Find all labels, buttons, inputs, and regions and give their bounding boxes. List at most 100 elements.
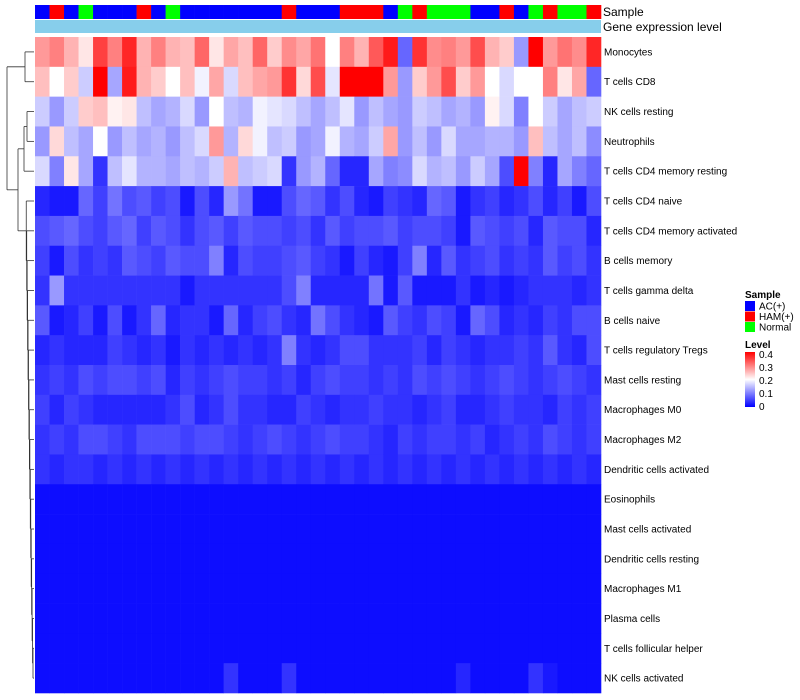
heatmap-cell: [513, 245, 529, 276]
heatmap-cell: [528, 424, 544, 455]
heatmap-cell: [571, 633, 587, 664]
heatmap-cell: [383, 215, 399, 247]
heatmap-cell: [238, 514, 253, 545]
heatmap-cell: [209, 633, 224, 664]
heatmap-cell: [35, 543, 50, 575]
heatmap-cell: [107, 335, 123, 366]
heatmap-cell: [136, 156, 152, 187]
heatmap-cell: [209, 245, 224, 276]
heatmap-cell: [252, 245, 268, 276]
heatmap-cell: [368, 275, 384, 306]
heatmap-cell: [180, 484, 195, 515]
heatmap-cell: [441, 484, 457, 515]
heatmap-cell: [49, 186, 65, 217]
heatmap-cell: [165, 96, 181, 127]
heatmap-cell: [426, 186, 442, 217]
heatmap-cell: [93, 156, 108, 187]
heatmap-cell: [571, 156, 587, 187]
heatmap-cell: [107, 66, 123, 97]
heatmap-cell: [528, 573, 544, 604]
heatmap-cell: [368, 335, 384, 366]
row-label: T cells regulatory Tregs: [604, 346, 708, 357]
level-tick-label: 0.1: [759, 389, 773, 400]
heatmap-cell: [223, 603, 239, 634]
heatmap-cell: [383, 365, 399, 396]
sample-annotation-cell: [339, 5, 355, 19]
heatmap-cell: [383, 275, 399, 306]
heatmap-cell: [571, 37, 587, 68]
heatmap-cell: [238, 394, 253, 425]
row-label: Mast cells activated: [604, 525, 691, 536]
heatmap-cell: [426, 663, 442, 694]
heatmap-cell: [209, 603, 224, 634]
expression-annotation-bar: [35, 20, 601, 33]
heatmap-cell: [107, 424, 123, 455]
heatmap-cell: [209, 484, 224, 515]
heatmap-cell: [455, 335, 471, 366]
heatmap-cell: [325, 633, 341, 664]
heatmap-cell: [93, 484, 108, 515]
heatmap-cell: [397, 305, 413, 336]
heatmap-cell: [136, 305, 152, 336]
heatmap-cell: [426, 424, 442, 455]
heatmap-cell: [180, 573, 195, 604]
heatmap-cell: [397, 126, 413, 157]
heatmap-cell: [484, 186, 500, 217]
heatmap-cell: [64, 66, 79, 97]
heatmap-cell: [310, 156, 326, 187]
heatmap-cell: [484, 215, 500, 247]
heatmap-cell: [426, 275, 442, 306]
heatmap-cell: [441, 305, 457, 336]
heatmap-cell: [165, 454, 181, 485]
heatmap-cell: [107, 186, 123, 217]
heatmap-cell: [499, 394, 515, 425]
heatmap-cell: [571, 603, 587, 634]
heatmap-cell: [325, 305, 341, 336]
heatmap-cell: [325, 454, 341, 485]
heatmap-cell: [209, 37, 224, 68]
level-ticks: 0.4 0.3 0.2 0.1 0: [759, 350, 773, 413]
heatmap-cell: [586, 156, 602, 187]
heatmap-cell: [78, 275, 94, 306]
heatmap-cell: [209, 424, 224, 455]
heatmap-cell: [223, 514, 239, 545]
heatmap-cell: [499, 424, 515, 455]
heatmap-cell: [513, 394, 529, 425]
row-label: T cells CD8: [604, 77, 656, 88]
heatmap-cell: [383, 573, 399, 604]
heatmap-cell: [238, 484, 253, 515]
heatmap-cell: [238, 96, 253, 127]
heatmap-cell: [93, 126, 108, 157]
heatmap-cell: [426, 633, 442, 664]
heatmap-cell: [194, 543, 210, 575]
heatmap-cell: [339, 186, 355, 217]
heatmap-cell: [426, 66, 442, 97]
heatmap-cell: [165, 603, 181, 634]
sample-annotation-cell: [383, 5, 399, 19]
heatmap-cell: [35, 514, 50, 545]
heatmap-cell: [35, 335, 50, 366]
heatmap-cell: [455, 37, 471, 68]
heatmap-cell: [49, 603, 65, 634]
heatmap-cell: [542, 126, 558, 157]
heatmap-cell: [499, 186, 515, 217]
heatmap-cell: [557, 305, 573, 336]
heatmap-cell: [412, 37, 428, 68]
heatmap-cell: [426, 603, 442, 634]
heatmap-cell: [397, 335, 413, 366]
heatmap-cell: [78, 66, 94, 97]
heatmap-cell: [586, 275, 602, 306]
heatmap-cell: [383, 424, 399, 455]
heatmap-cell: [180, 335, 195, 366]
heatmap-cell: [180, 66, 195, 97]
heatmap-cell: [368, 305, 384, 336]
heatmap-cell: [499, 633, 515, 664]
heatmap-cell: [238, 573, 253, 604]
row-label: T cells CD4 memory resting: [604, 167, 727, 178]
heatmap-cell: [586, 573, 602, 604]
heatmap-cell: [267, 96, 283, 127]
heatmap-cell: [252, 186, 268, 217]
heatmap-cell: [310, 543, 326, 575]
heatmap-cell: [252, 603, 268, 634]
heatmap-cell: [296, 543, 312, 575]
